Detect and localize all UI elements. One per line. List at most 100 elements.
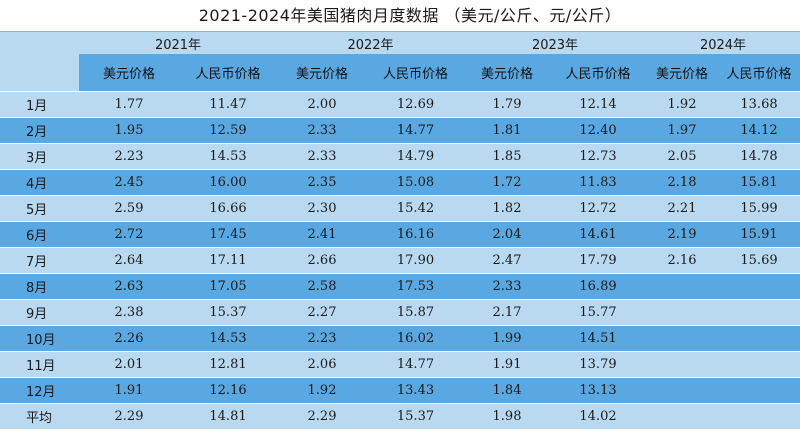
cny-price-cell: 12.59	[179, 117, 277, 144]
row-label: 1月	[0, 91, 79, 118]
cny-price-cell: 11.47	[179, 91, 277, 118]
cny-price-cell: 16.02	[367, 325, 464, 352]
row-label: 9月	[0, 299, 79, 326]
table-row: 平均 2.29 14.81 2.29 15.37 1.98 14.02	[0, 403, 800, 429]
table-row: 11月 2.01 12.81 2.06 14.77 1.91 13.79	[0, 351, 800, 378]
usd-price-cell: 2.45	[79, 169, 179, 196]
year-header-row: 2021年 2022年 2023年 2024年	[0, 31, 800, 54]
usd-price-cell: 2.06	[277, 351, 367, 378]
usd-price-cell	[646, 299, 718, 326]
cny-price-cell: 15.91	[718, 221, 800, 248]
usd-price-cell: 2.21	[646, 195, 718, 222]
row-label: 12月	[0, 377, 79, 404]
corner-cell	[0, 54, 79, 92]
cny-price-cell: 13.79	[550, 351, 646, 378]
cny-price-cell: 15.87	[367, 299, 464, 326]
usd-price-cell: 2.33	[277, 143, 367, 170]
row-label: 8月	[0, 273, 79, 300]
cny-price-cell: 15.37	[179, 299, 277, 326]
usd-price-cell: 1.81	[464, 117, 550, 144]
cny-price-cell: 13.13	[550, 377, 646, 404]
usd-price-cell: 2.38	[79, 299, 179, 326]
usd-price-cell: 1.72	[464, 169, 550, 196]
usd-price-cell: 2.64	[79, 247, 179, 274]
usd-price-cell: 1.97	[646, 117, 718, 144]
row-label: 5月	[0, 195, 79, 222]
cny-price-cell: 14.61	[550, 221, 646, 248]
pork-price-table: 2021年 2022年 2023年 2024年 美元价格 人民币价格 美元价格 …	[0, 31, 800, 429]
cny-price-cell	[718, 351, 800, 378]
usd-price-cell	[646, 377, 718, 404]
row-label: 6月	[0, 221, 79, 248]
usd-price-cell: 2.27	[277, 299, 367, 326]
cny-price-cell: 11.83	[550, 169, 646, 196]
table-row: 2月 1.95 12.59 2.33 14.77 1.81 12.40 1.97 14.12	[0, 117, 800, 144]
cny-price-header: 人民币价格	[718, 54, 800, 92]
usd-price-header: 美元价格	[79, 54, 179, 92]
usd-price-cell: 1.85	[464, 143, 550, 170]
table-row: 10月 2.26 14.53 2.23 16.02 1.99 14.51	[0, 325, 800, 352]
cny-price-cell	[718, 377, 800, 404]
cny-price-cell: 17.45	[179, 221, 277, 248]
cny-price-cell: 15.99	[718, 195, 800, 222]
cny-price-cell: 16.16	[367, 221, 464, 248]
usd-price-cell: 2.30	[277, 195, 367, 222]
cny-price-cell: 14.78	[718, 143, 800, 170]
cny-price-cell: 14.12	[718, 117, 800, 144]
cny-price-cell: 17.79	[550, 247, 646, 274]
usd-price-cell: 1.91	[79, 377, 179, 404]
usd-price-cell: 1.98	[464, 403, 550, 429]
usd-price-cell: 2.23	[277, 325, 367, 352]
cny-price-cell: 12.14	[550, 91, 646, 118]
cny-price-cell: 15.77	[550, 299, 646, 326]
usd-price-cell: 2.41	[277, 221, 367, 248]
cny-price-header: 人民币价格	[367, 54, 464, 92]
cny-price-cell: 12.73	[550, 143, 646, 170]
table-row: 1月 1.77 11.47 2.00 12.69 1.79 12.14 1.92 13.68	[0, 91, 800, 118]
cny-price-cell: 14.53	[179, 325, 277, 352]
year-header-2022: 2022年	[277, 31, 464, 54]
table-row: 7月 2.64 17.11 2.66 17.90 2.47 17.79 2.16 15.69	[0, 247, 800, 274]
table-row: 6月 2.72 17.45 2.41 16.16 2.04 14.61 2.19 15.91	[0, 221, 800, 248]
usd-price-cell: 2.04	[464, 221, 550, 248]
usd-price-cell: 2.66	[277, 247, 367, 274]
usd-price-cell: 2.58	[277, 273, 367, 300]
row-label: 7月	[0, 247, 79, 274]
cny-price-cell: 17.11	[179, 247, 277, 274]
cny-price-cell: 12.69	[367, 91, 464, 118]
usd-price-cell	[646, 351, 718, 378]
cny-price-cell: 14.77	[367, 351, 464, 378]
usd-price-cell: 2.05	[646, 143, 718, 170]
cny-price-cell: 15.42	[367, 195, 464, 222]
cny-price-cell: 17.05	[179, 273, 277, 300]
cny-price-cell: 16.00	[179, 169, 277, 196]
cny-price-cell: 14.53	[179, 143, 277, 170]
price-type-header-row: 美元价格 人民币价格 美元价格 人民币价格 美元价格 人民币价格 美元价格 人民…	[0, 54, 800, 92]
cny-price-header: 人民币价格	[179, 54, 277, 92]
cny-price-cell: 17.53	[367, 273, 464, 300]
cny-price-cell: 14.79	[367, 143, 464, 170]
usd-price-cell: 2.47	[464, 247, 550, 274]
cny-price-cell: 15.08	[367, 169, 464, 196]
usd-price-cell	[646, 273, 718, 300]
row-label: 4月	[0, 169, 79, 196]
cny-price-cell: 16.89	[550, 273, 646, 300]
cny-price-cell: 14.02	[550, 403, 646, 429]
cny-price-cell: 12.16	[179, 377, 277, 404]
cny-price-cell: 13.68	[718, 91, 800, 118]
cny-price-cell: 12.40	[550, 117, 646, 144]
usd-price-cell: 2.16	[646, 247, 718, 274]
usd-price-cell: 1.91	[464, 351, 550, 378]
usd-price-header: 美元价格	[464, 54, 550, 92]
usd-price-cell: 2.00	[277, 91, 367, 118]
usd-price-cell: 1.95	[79, 117, 179, 144]
usd-price-cell: 2.19	[646, 221, 718, 248]
usd-price-cell: 2.33	[464, 273, 550, 300]
usd-price-cell: 1.82	[464, 195, 550, 222]
corner-cell	[0, 31, 79, 54]
usd-price-cell: 2.59	[79, 195, 179, 222]
row-label: 11月	[0, 351, 79, 378]
cny-price-cell: 16.66	[179, 195, 277, 222]
usd-price-cell: 2.26	[79, 325, 179, 352]
cny-price-cell	[718, 325, 800, 352]
